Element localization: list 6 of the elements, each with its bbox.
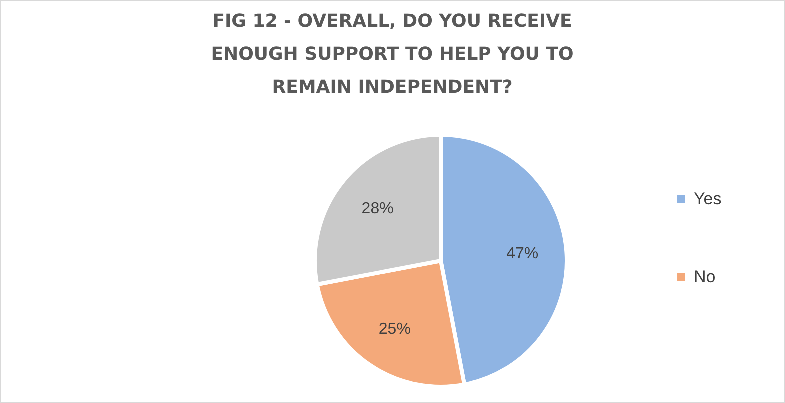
- data-label: 28%: [362, 200, 394, 218]
- data-label: 47%: [506, 245, 539, 262]
- chart-title: FIG 12 - OVERALL, DO YOU RECEIVE ENOUGH SUPPORT TO HELP YOU TO REMAIN INDEPENDENT?: [211, 11, 574, 98]
- data-label: 25%: [378, 320, 411, 338]
- legend-label: Yes: [694, 190, 722, 208]
- legend-label: No: [694, 268, 716, 286]
